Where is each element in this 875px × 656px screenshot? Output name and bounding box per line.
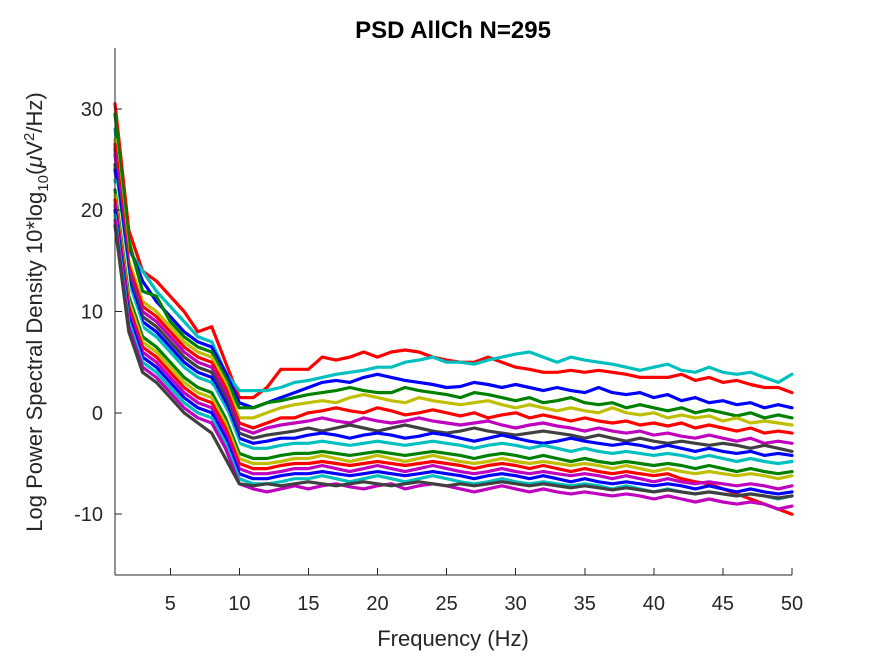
series-line-16	[113, 208, 794, 496]
y-axis-label-prefix: Log Power Spectral Density 10*log	[22, 192, 47, 532]
series-line-14	[113, 198, 794, 516]
x-tick-label: 15	[297, 593, 319, 615]
series-line-11	[113, 183, 794, 471]
series-line-19	[113, 223, 794, 500]
chart-title: PSD AllCh N=295	[355, 17, 551, 44]
series-line-4	[113, 112, 794, 420]
x-axis-label: Frequency (Hz)	[377, 626, 529, 651]
x-tick-label: 30	[505, 593, 527, 615]
series-line-3	[113, 147, 794, 410]
y-axis-label-mu: μ	[22, 156, 47, 169]
series-line-6	[113, 142, 794, 435]
y-axis-label-superscript: 2	[21, 133, 38, 141]
series-line-18	[113, 218, 794, 511]
y-axis-label-v: V	[22, 141, 47, 156]
x-ticks: 5 10 15 20 25 30 35 40 45 50	[165, 568, 803, 615]
x-tick-label: 5	[165, 593, 176, 615]
series-group	[113, 102, 794, 516]
x-tick-label: 10	[228, 593, 250, 615]
y-tick-label: 20	[81, 200, 103, 222]
series-line-10	[113, 178, 794, 466]
y-axis-label-open: (	[22, 167, 47, 175]
series-line-13	[113, 193, 794, 481]
series-line-8	[113, 162, 794, 453]
x-tick-label: 35	[574, 593, 596, 615]
y-tick-label: 10	[81, 302, 103, 324]
y-axis-label-subscript: 10	[35, 175, 52, 192]
x-tick-label: 45	[712, 593, 734, 615]
x-tick-label: 50	[781, 593, 803, 615]
series-line-15	[113, 203, 794, 491]
y-tick-label: 0	[92, 403, 103, 425]
y-tick-label: 30	[81, 99, 103, 121]
x-tick-label: 40	[643, 593, 665, 615]
series-line-5	[113, 137, 794, 427]
series-line-7	[113, 152, 794, 445]
x-tick-label: 20	[366, 593, 388, 615]
y-ticks: -10 0 10 20 30	[74, 99, 122, 526]
y-axis-label-suffix: /Hz)	[22, 92, 47, 132]
series-line-9	[113, 168, 794, 457]
y-axis-label: Log Power Spectral Density 10*log10(μV2/…	[21, 92, 52, 531]
series-line-12	[113, 188, 794, 476]
x-tick-label: 25	[435, 593, 457, 615]
y-tick-label: -10	[74, 504, 103, 526]
